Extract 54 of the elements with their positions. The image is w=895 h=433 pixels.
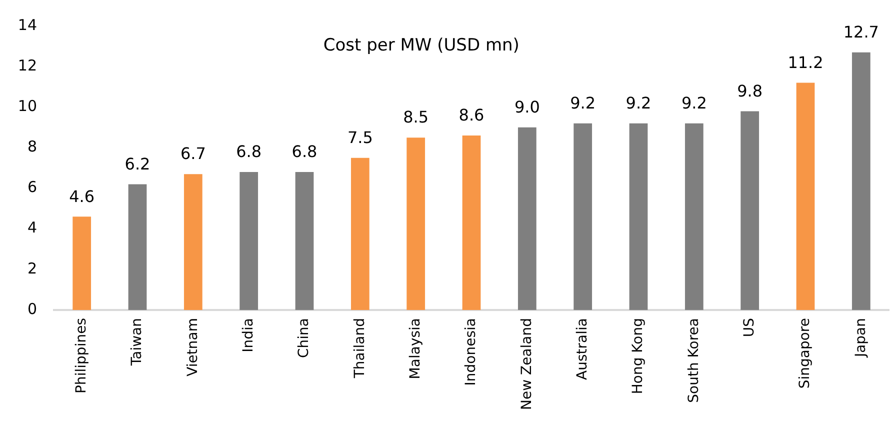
y-tick-label: 0 (27, 300, 37, 318)
x-tick-label: China (296, 318, 312, 358)
x-tick-label: Vietnam (184, 318, 201, 376)
text: Cost per MW (USD mn) (323, 35, 520, 56)
y-tick-label: 8 (27, 138, 37, 156)
bar (295, 172, 314, 310)
data-label: 6.7 (180, 144, 206, 164)
y-tick-label: 14 (18, 16, 37, 34)
bar (462, 136, 481, 310)
x-tick-label: Taiwan (129, 318, 146, 367)
bar (684, 123, 704, 310)
bar (406, 138, 426, 310)
x-tick-label: New Zealand (518, 318, 535, 410)
bar (574, 123, 592, 310)
bar (629, 123, 648, 310)
data-label: 9.0 (514, 98, 540, 117)
bar (518, 127, 536, 310)
data-label: 12.7 (843, 22, 879, 42)
y-tick-label: 2 (27, 259, 37, 278)
y-tick-label: 4 (27, 218, 37, 237)
data-label: 7.5 (347, 128, 373, 148)
data-label: 6.8 (292, 142, 318, 162)
bar (72, 216, 92, 310)
data-label: 9.2 (626, 94, 652, 113)
y-tick-label: 12 (18, 56, 37, 74)
bar (184, 174, 202, 310)
x-tick-label: India (240, 318, 256, 352)
bar (740, 111, 760, 310)
x-tick-label: Philippines (73, 318, 90, 394)
data-label: 9.8 (737, 81, 763, 100)
x-tick-label: Hong Kong (630, 318, 646, 394)
data-label: 6.2 (124, 154, 150, 174)
x-tick-label: Thailand (352, 318, 368, 380)
bar (852, 52, 870, 310)
y-tick-label: 10 (18, 97, 37, 116)
x-tick-label: South Korea (686, 318, 702, 403)
data-label: 8.6 (458, 106, 484, 125)
data-label: 6.8 (236, 142, 262, 162)
x-tick-label: Australia (574, 318, 590, 380)
data-label: 11.2 (788, 52, 824, 72)
x-tick-label: US (741, 318, 758, 338)
data-label: 9.2 (681, 94, 707, 113)
bar (350, 158, 370, 310)
data-label: 4.6 (69, 186, 95, 206)
x-tick-label: Japan (852, 318, 869, 358)
x-tick-label: Indonesia (463, 318, 480, 386)
x-tick-label: Malaysia (407, 318, 424, 380)
bar (240, 172, 258, 310)
x-tick-label: Singapore (797, 318, 814, 389)
bar (128, 184, 147, 310)
y-tick-label: 6 (27, 178, 37, 196)
data-label: 8.5 (403, 108, 429, 127)
bar (796, 82, 815, 310)
data-label: 9.2 (570, 94, 596, 113)
